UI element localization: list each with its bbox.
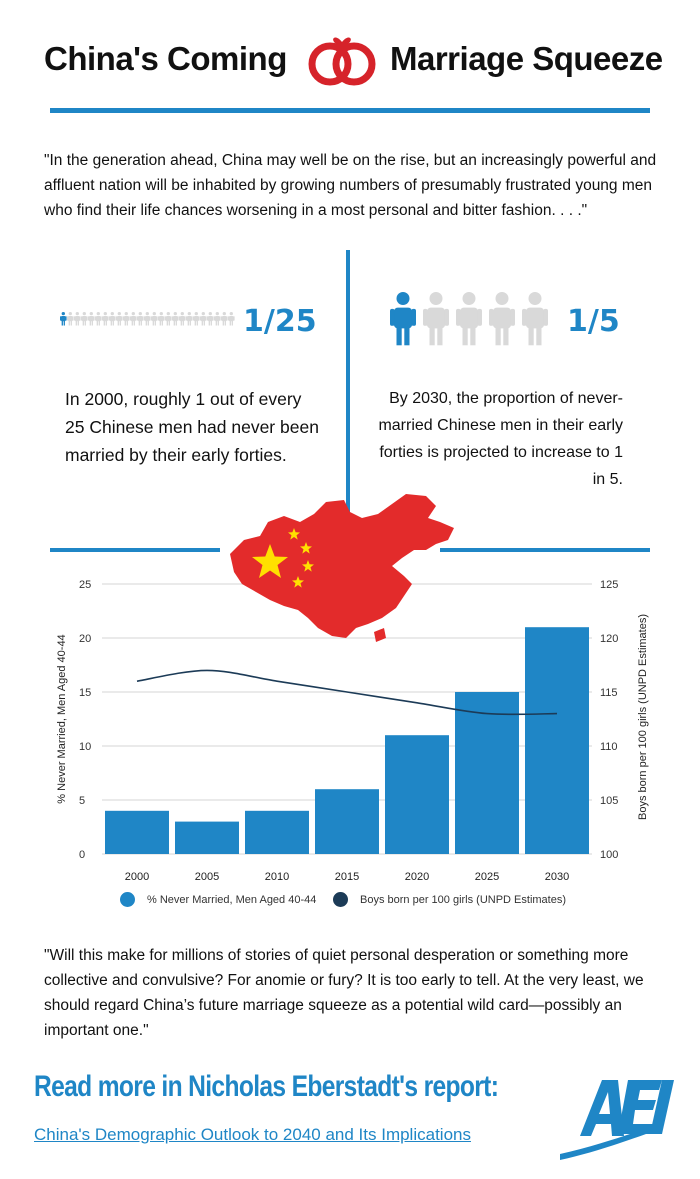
stat-left-text: In 2000, roughly 1 out of every 25 Chine…: [65, 389, 319, 465]
person-icon: [123, 312, 130, 326]
y-tick-label: 25: [79, 579, 91, 591]
person-icon: [74, 312, 81, 326]
y2-tick-label: 100: [600, 849, 618, 861]
horizontal-divider-right: [440, 548, 650, 552]
title-left: China's Coming: [44, 40, 287, 77]
legend-dot-line: [333, 892, 348, 907]
ratio-right: 1/5: [567, 304, 620, 339]
person-icon: [165, 312, 172, 326]
person-icon-highlighted: [390, 292, 416, 346]
y-tick-label: 10: [79, 741, 91, 753]
legend-item-line: Boys born per 100 girls (UNPD Estimates): [333, 892, 566, 907]
person-icon: [200, 312, 207, 326]
person-icon: [158, 312, 165, 326]
aei-logo-icon[interactable]: [558, 1074, 678, 1164]
person-icon: [193, 312, 200, 326]
person-icon: [144, 312, 151, 326]
person-icon: [221, 312, 228, 326]
y2-tick-label: 125: [600, 579, 618, 591]
bar: [385, 735, 449, 854]
person-icon: [81, 312, 88, 326]
title-row: China's Coming Marriage Squeeze: [0, 30, 700, 90]
person-icon: [186, 312, 193, 326]
x-tick-label: 2030: [545, 871, 569, 883]
legend-label-bars: % Never Married, Men Aged 40-44: [147, 893, 317, 906]
bar: [175, 821, 239, 854]
ratio-left: 1/25: [243, 304, 317, 339]
person-icon: [214, 312, 221, 326]
y2-tick-label: 120: [600, 633, 618, 645]
quote-bottom: "Will this make for millions of stories …: [44, 947, 644, 1039]
bar: [455, 692, 519, 854]
bar: [105, 810, 169, 854]
x-tick-label: 2005: [195, 871, 219, 883]
title-divider: [50, 108, 650, 113]
y-axis-title: % Never Married, Men Aged 40-44: [56, 634, 68, 803]
person-icon: [67, 312, 74, 326]
person-icon: [207, 312, 214, 326]
vertical-divider: [346, 250, 350, 550]
bar: [315, 789, 379, 854]
wedding-rings-icon: [308, 37, 376, 86]
person-icon: [228, 312, 235, 326]
person-icon: [137, 312, 144, 326]
person-icon: [522, 292, 548, 346]
person-icon: [130, 312, 137, 326]
stat-right-text: By 2030, the proportion of never-married…: [378, 390, 623, 488]
y-tick-label: 0: [79, 849, 85, 861]
person-icon: [489, 292, 515, 346]
y-tick-label: 5: [79, 795, 85, 807]
person-icon: [102, 312, 109, 326]
y-tick-label: 15: [79, 687, 91, 699]
people-row-right: [390, 292, 548, 346]
x-tick-label: 2000: [125, 871, 149, 883]
y2-tick-label: 110: [600, 741, 618, 753]
person-icon: [423, 292, 449, 346]
person-icon: [179, 312, 186, 326]
person-icon: [116, 312, 123, 326]
read-more-heading: Read more in Nicholas Eberstadt's report…: [34, 1070, 499, 1103]
legend-label-line: Boys born per 100 girls (UNPD Estimates): [360, 893, 567, 906]
horizontal-divider-left: [50, 548, 220, 552]
bar: [245, 810, 309, 854]
legend-item-bars: % Never Married, Men Aged 40-44: [120, 892, 316, 907]
y-tick-label: 20: [79, 633, 91, 645]
chart-legend: % Never Married, Men Aged 40-44 Boys bor…: [0, 892, 700, 916]
report-link[interactable]: China's Demographic Outlook to 2040 and …: [34, 1125, 471, 1144]
china-map-icon: [230, 494, 454, 642]
y2-tick-label: 115: [600, 687, 618, 699]
bar: [525, 627, 589, 854]
y2-axis-title: Boys born per 100 girls (UNPD Estimates): [637, 614, 649, 820]
x-tick-label: 2015: [335, 871, 359, 883]
x-tick-label: 2010: [265, 871, 289, 883]
person-icon-highlighted: [60, 312, 67, 326]
legend-dot-bars: [120, 892, 135, 907]
person-icon: [456, 292, 482, 346]
x-tick-label: 2020: [405, 871, 429, 883]
person-icon: [95, 312, 102, 326]
quote-top: "In the generation ahead, China may well…: [44, 152, 657, 219]
person-icon: [88, 312, 95, 326]
sex-ratio-line: [136, 669, 558, 716]
person-icon: [172, 312, 179, 326]
person-icon: [151, 312, 158, 326]
people-row-left: [60, 312, 235, 326]
person-icon: [109, 312, 116, 326]
y2-tick-label: 105: [600, 795, 618, 807]
title-right: Marriage Squeeze: [390, 40, 663, 77]
x-tick-label: 2025: [475, 871, 499, 883]
